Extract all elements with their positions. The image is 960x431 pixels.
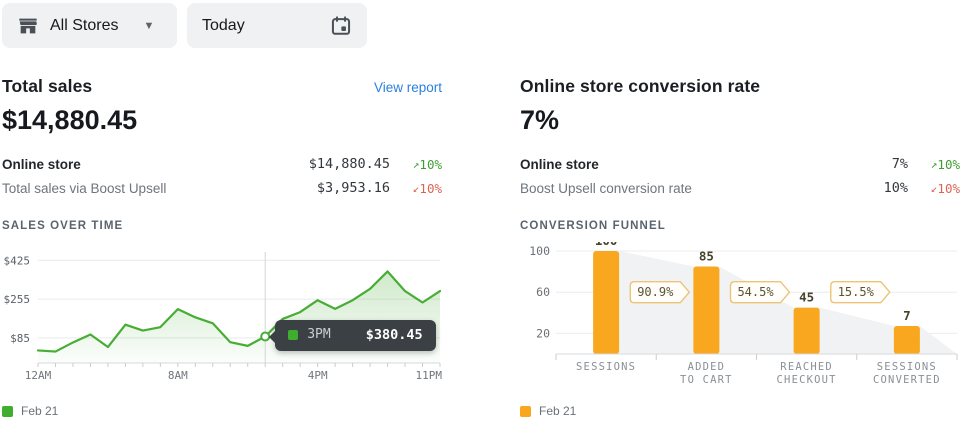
legend-label: Feb 21 [539, 404, 577, 418]
conversion-legend: Feb 21 [520, 404, 960, 418]
date-selector-button[interactable]: Today [187, 3, 367, 48]
svg-text:TO CART: TO CART [680, 374, 733, 386]
metric-label: Total sales via Boost Upsell [2, 180, 167, 196]
conversion-rate-big-value: 7% [520, 105, 560, 135]
metric-value: $14,880.45 [308, 156, 390, 172]
tooltip-value: $380.45 [365, 326, 423, 343]
chart-tooltip: 3PM $380.45 [269, 319, 436, 351]
metric-label: Boost Upsell conversion rate [520, 180, 692, 196]
store-selector-label: All Stores [50, 16, 119, 34]
legend-swatch-green [2, 405, 13, 417]
svg-text:7: 7 [903, 308, 911, 323]
svg-text:SESSIONS: SESSIONS [576, 361, 636, 373]
svg-text:CHECKOUT: CHECKOUT [777, 374, 837, 386]
svg-text:100: 100 [529, 244, 550, 258]
date-selector-label: Today [202, 16, 245, 34]
total-sales-big-value: $14,880.45 [2, 105, 138, 135]
store-selector-button[interactable]: All Stores ▼ [2, 3, 177, 48]
legend-label: Feb 21 [21, 404, 59, 418]
svg-text:8AM: 8AM [168, 369, 188, 382]
svg-text:$255: $255 [4, 293, 31, 306]
tooltip-time: 3PM [307, 327, 331, 343]
svg-text:60: 60 [536, 285, 550, 299]
conversion-funnel-chart[interactable]: 100 60 20 100 85 45 7 90.9% 54.5% 15.5% SESSIONS AD… [520, 233, 960, 392]
chevron-down-icon: ▼ [143, 19, 155, 32]
legend-swatch-orange [520, 405, 531, 417]
sales-line-chart[interactable]: $425 $255 $85 12AM 8AM 4PM 11PM [2, 242, 442, 387]
conversion-metric-rows: Online store 7% ↗10% Boost Upsell conver… [520, 152, 960, 200]
sales-metric-rows: Online store $14,880.45 ↗10% Total sales… [2, 152, 442, 200]
filter-bar: All Stores ▼ Today [2, 3, 367, 48]
conversion-funnel-chart-area[interactable]: 100 60 20 100 85 45 7 90.9% 54.5% 15.5% SESSIONS AD… [520, 233, 960, 392]
svg-text:11PM: 11PM [416, 369, 443, 382]
svg-text:85: 85 [699, 248, 714, 263]
arrow-down-icon: ↙ [412, 181, 420, 195]
tooltip-series-swatch [288, 329, 299, 340]
total-sales-panel: Total sales View report $14,880.45 Onlin… [2, 70, 442, 418]
view-report-link[interactable]: View report [373, 80, 442, 95]
metric-value: 7% [891, 156, 908, 172]
svg-text:20: 20 [536, 326, 550, 340]
svg-text:REACHED: REACHED [780, 361, 833, 373]
svg-text:100: 100 [595, 242, 618, 248]
svg-text:ADDED: ADDED [688, 361, 726, 373]
svg-text:$85: $85 [10, 332, 30, 345]
svg-text:SESSIONS: SESSIONS [877, 361, 937, 373]
metric-row-online-store-rate: Online store 7% ↗10% [520, 152, 960, 176]
conversion-rate-panel: Online store conversion rate 7% Online s… [520, 70, 960, 418]
svg-text:12AM: 12AM [25, 369, 52, 382]
calendar-icon [330, 15, 352, 37]
metric-delta-up: ↗10% [930, 156, 960, 172]
arrow-up-icon: ↗ [930, 157, 938, 171]
metric-value: $3,953.16 [316, 180, 390, 196]
svg-text:CONVERTED: CONVERTED [873, 374, 941, 386]
svg-text:54.5%: 54.5% [737, 285, 774, 299]
metric-row-boost-upsell: Total sales via Boost Upsell $3,953.16 ↙… [2, 176, 442, 200]
svg-text:45: 45 [799, 290, 814, 305]
metric-row-online-store: Online store $14,880.45 ↗10% [2, 152, 442, 176]
sales-over-time-label: SALES OVER TIME [2, 220, 124, 232]
conversion-funnel-label: CONVERSION FUNNEL [520, 220, 666, 232]
storefront-icon [17, 15, 39, 37]
sales-legend: Feb 21 [2, 404, 442, 418]
svg-text:$425: $425 [4, 254, 31, 267]
total-sales-title: Total sales [2, 76, 93, 96]
metric-delta-down: ↙10% [930, 180, 960, 196]
svg-text:90.9%: 90.9% [637, 285, 674, 299]
metric-delta-up: ↗10% [412, 156, 442, 172]
sales-line-chart-area[interactable]: $425 $255 $85 12AM 8AM 4PM 11PM 3PM $380.45 [2, 242, 442, 392]
metric-label: Online store [520, 156, 599, 172]
arrow-down-icon: ↙ [930, 181, 938, 195]
svg-text:15.5%: 15.5% [838, 285, 875, 299]
svg-text:4PM: 4PM [308, 369, 328, 382]
conversion-rate-title: Online store conversion rate [520, 76, 761, 96]
arrow-up-icon: ↗ [412, 157, 420, 171]
metric-row-boost-upsell-rate: Boost Upsell conversion rate 10% ↙10% [520, 176, 960, 200]
metric-label: Online store [2, 156, 81, 172]
metric-delta-down: ↙10% [412, 180, 442, 196]
dashboard-panels: Total sales View report $14,880.45 Onlin… [2, 70, 960, 418]
metric-value: 10% [883, 180, 908, 196]
